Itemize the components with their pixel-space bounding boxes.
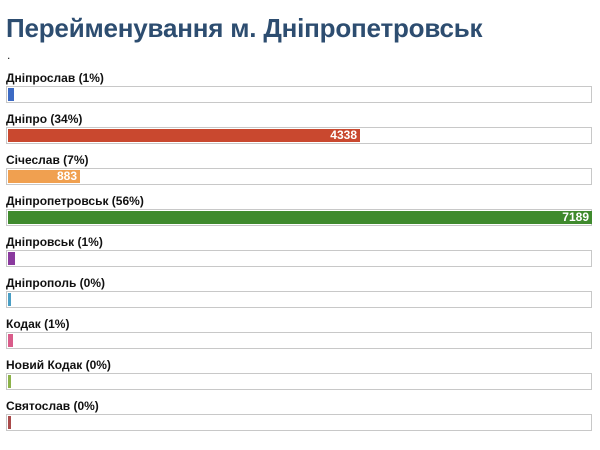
bar-track bbox=[6, 86, 592, 103]
bar bbox=[8, 252, 15, 265]
bar bbox=[8, 293, 11, 306]
bar-value-label: 883 bbox=[56, 169, 77, 183]
bar-track bbox=[6, 414, 592, 431]
chart-subtitle: . bbox=[7, 48, 11, 62]
bar-row: Кодак (1%) bbox=[0, 317, 600, 358]
bar bbox=[8, 416, 11, 429]
bar-category-label: Січеслав (7%) bbox=[6, 153, 89, 167]
bar-track bbox=[6, 291, 592, 308]
bar-category-label: Кодак (1%) bbox=[6, 317, 70, 331]
bar-row: Дніпровськ (1%) bbox=[0, 235, 600, 276]
bar bbox=[8, 334, 13, 347]
bar-row: Січеслав (7%) 883 bbox=[0, 153, 600, 194]
bar-category-label: Святослав (0%) bbox=[6, 399, 99, 413]
bar-track: 883 bbox=[6, 168, 592, 185]
bar-track bbox=[6, 250, 592, 267]
bar: 883 bbox=[8, 170, 80, 183]
bar-category-label: Дніпропетровськ (56%) bbox=[6, 194, 144, 208]
bar-row: Дніпрополь (0%) bbox=[0, 276, 600, 317]
bar-category-label: Дніпровськ (1%) bbox=[6, 235, 103, 249]
bar-row: Дніпропетровськ (56%) 7189 bbox=[0, 194, 600, 235]
bar: 4338 bbox=[8, 129, 360, 142]
bar-row: Дніпро (34%) 4338 bbox=[0, 112, 600, 153]
bar-category-label: Дніпрослав (1%) bbox=[6, 71, 104, 85]
bar-track bbox=[6, 332, 592, 349]
bar-track bbox=[6, 373, 592, 390]
bar-category-label: Новий Кодак (0%) bbox=[6, 358, 111, 372]
bar-row: Дніпрослав (1%) bbox=[0, 71, 600, 112]
bar: 7189 bbox=[8, 211, 592, 224]
bar-value-label: 7189 bbox=[562, 210, 589, 224]
bar bbox=[8, 375, 11, 388]
bar-category-label: Дніпрополь (0%) bbox=[6, 276, 105, 290]
chart-title: Перейменування м. Дніпропетровськ bbox=[6, 13, 483, 43]
bar-row: Новий Кодак (0%) bbox=[0, 358, 600, 399]
bar-value-label: 4338 bbox=[330, 128, 357, 142]
bar bbox=[8, 88, 14, 101]
bar-row: Святослав (0%) bbox=[0, 399, 600, 440]
bar-track: 4338 bbox=[6, 127, 592, 144]
bar-track: 7189 bbox=[6, 209, 592, 226]
bar-category-label: Дніпро (34%) bbox=[6, 112, 83, 126]
